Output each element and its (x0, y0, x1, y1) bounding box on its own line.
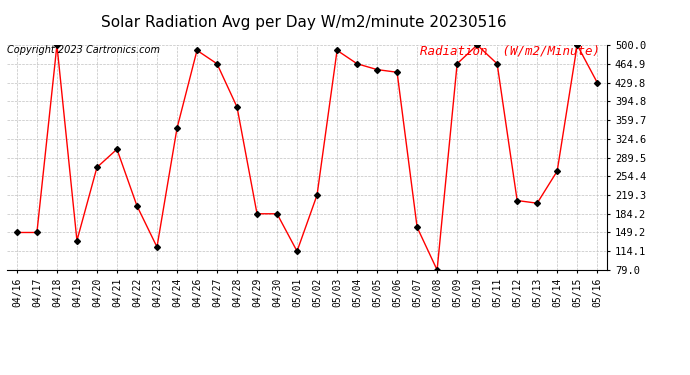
Text: Radiation  (W/m2/Minute): Radiation (W/m2/Minute) (420, 45, 600, 58)
Text: Copyright 2023 Cartronics.com: Copyright 2023 Cartronics.com (7, 45, 160, 55)
Text: Solar Radiation Avg per Day W/m2/minute 20230516: Solar Radiation Avg per Day W/m2/minute … (101, 15, 506, 30)
